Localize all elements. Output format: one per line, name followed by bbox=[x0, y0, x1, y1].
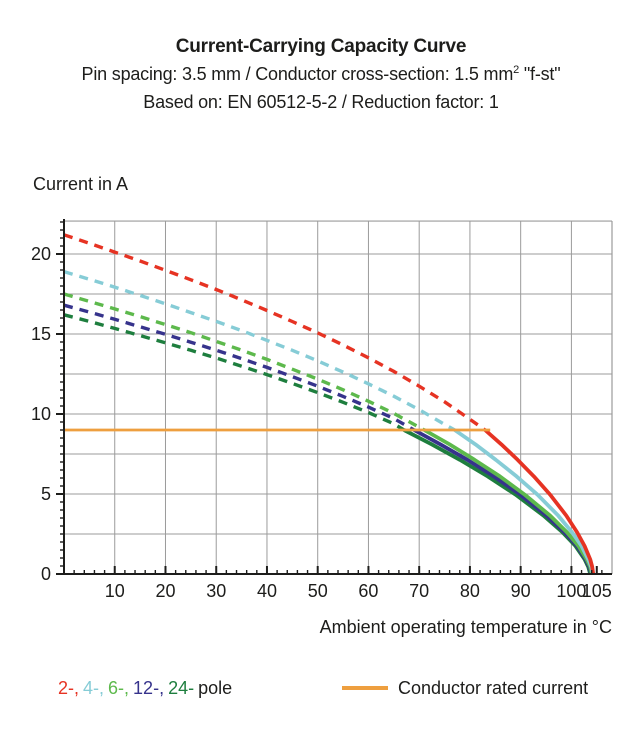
x-tick-label-100: 100 bbox=[556, 581, 586, 601]
y-tick-label-10: 10 bbox=[31, 404, 51, 424]
curve-12-pole-solid bbox=[413, 428, 594, 575]
legend-pole-item: 12-, bbox=[133, 678, 165, 698]
chart-title: Current-Carrying Capacity Curve bbox=[175, 36, 467, 57]
x-tick-label-105: 105 bbox=[582, 581, 612, 601]
curve-24-pole-dashed bbox=[63, 313, 405, 432]
y-tick-label-5: 5 bbox=[41, 484, 51, 504]
x-tick-label-60: 60 bbox=[358, 581, 378, 601]
y-tick-label-0: 0 bbox=[41, 564, 51, 584]
legend-pole-item: 6-, bbox=[108, 678, 130, 698]
chart-subtitle-basis: Based on: EN 60512-5-2 / Reduction facto… bbox=[143, 92, 499, 112]
legend-pole-suffix: pole bbox=[198, 678, 233, 698]
legend-rated-current: Conductor rated current bbox=[342, 678, 588, 699]
y-tick-label-15: 15 bbox=[31, 324, 51, 344]
curve-4-pole-dashed bbox=[63, 269, 456, 432]
x-tick-label-50: 50 bbox=[308, 581, 328, 601]
x-tick-label-80: 80 bbox=[460, 581, 480, 601]
legend-pole-item: 24- bbox=[168, 678, 195, 698]
spec-text: Pin spacing: 3.5 mm / Conductor cross-se… bbox=[81, 64, 514, 84]
x-tick-label-10: 10 bbox=[105, 581, 125, 601]
rated-current-label: Conductor rated current bbox=[398, 678, 589, 698]
x-tick-label-90: 90 bbox=[511, 581, 531, 601]
spec-suffix: "f-st" bbox=[519, 64, 561, 84]
curve-2-pole-solid bbox=[483, 428, 596, 575]
rated-current-line-swatch bbox=[342, 685, 388, 690]
x-axis-caption: Ambient operating temperature in °C bbox=[319, 617, 612, 637]
chart-subtitle-spec: Pin spacing: 3.5 mm / Conductor cross-se… bbox=[0, 64, 642, 85]
x-tick-label-30: 30 bbox=[206, 581, 226, 601]
x-tick-label-70: 70 bbox=[409, 581, 429, 601]
x-tick-label-40: 40 bbox=[257, 581, 277, 601]
spec-superscript: 2 bbox=[513, 64, 520, 76]
curve-2-pole-dashed bbox=[63, 233, 487, 432]
y-tick-label-20: 20 bbox=[31, 244, 51, 264]
legend-pole-list: 2-, 4-, 6-, 12-, 24- pole bbox=[58, 678, 236, 699]
y-axis-caption: Current in A bbox=[33, 174, 129, 194]
x-tick-label-20: 20 bbox=[155, 581, 175, 601]
legend-pole-item: 2-, bbox=[58, 678, 80, 698]
legend-pole-item: 4-, bbox=[83, 678, 105, 698]
curve-12-pole-dashed bbox=[63, 303, 415, 432]
curve-24-pole-solid bbox=[403, 428, 593, 575]
